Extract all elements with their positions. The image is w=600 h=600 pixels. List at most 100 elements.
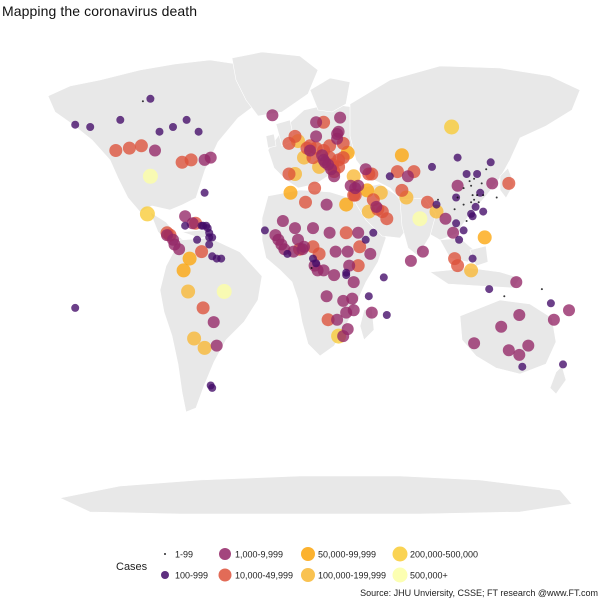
- legend-swatch: [301, 568, 315, 582]
- data-point: [181, 284, 196, 299]
- data-point: [292, 233, 304, 246]
- data-point: [468, 254, 477, 263]
- data-point: [260, 226, 269, 235]
- data-point: [195, 245, 209, 259]
- data-point: [547, 313, 560, 326]
- data-point: [502, 344, 515, 357]
- data-point: [205, 240, 214, 249]
- data-point: [71, 303, 80, 312]
- data-point: [477, 230, 492, 245]
- data-point: [331, 313, 344, 326]
- data-point: [169, 123, 177, 131]
- legend-label: 100-999: [175, 571, 208, 581]
- data-point: [563, 304, 575, 317]
- land-shape: [549, 365, 567, 395]
- data-point: [432, 200, 441, 209]
- data-point: [134, 139, 148, 153]
- data-point: [369, 228, 378, 237]
- data-point: [266, 109, 279, 122]
- data-point: [331, 132, 344, 145]
- data-point: [370, 200, 383, 213]
- data-point: [339, 197, 354, 212]
- data-point: [187, 331, 202, 346]
- data-point: [328, 269, 341, 282]
- legend-swatch: [392, 567, 408, 583]
- data-point: [347, 276, 360, 289]
- data-point: [321, 313, 335, 327]
- legend-swatch: [164, 553, 166, 555]
- data-point: [485, 285, 494, 294]
- data-point: [464, 263, 479, 278]
- data-point: [495, 196, 498, 199]
- data-point: [486, 158, 495, 167]
- data-point: [283, 249, 292, 258]
- data-point: [299, 195, 312, 209]
- data-point: [310, 116, 323, 129]
- data-point: [510, 276, 523, 289]
- data-point: [86, 123, 95, 131]
- data-point: [486, 177, 499, 190]
- data-point: [288, 129, 302, 143]
- legend-label: 1,000-9,999: [235, 550, 283, 560]
- data-point: [155, 127, 164, 136]
- legend: Cases 1-99 100-999 1,000-9,999 10,000-49,999…: [116, 546, 478, 583]
- legend-label: 10,000-49,999: [235, 571, 293, 581]
- data-point: [513, 309, 526, 321]
- data-point: [473, 177, 476, 180]
- legend-label: 50,000-99,999: [318, 550, 376, 560]
- data-point: [197, 340, 212, 355]
- data-point: [451, 179, 464, 192]
- data-point: [364, 247, 377, 260]
- data-point: [453, 153, 462, 162]
- data-point: [179, 210, 192, 223]
- data-point: [193, 235, 202, 244]
- data-point: [421, 195, 434, 209]
- legend-swatch: [219, 548, 231, 560]
- data-point: [353, 240, 367, 254]
- legend-title: Cases: [116, 561, 148, 573]
- data-point: [502, 176, 516, 190]
- data-point: [116, 115, 125, 124]
- data-point: [352, 226, 365, 239]
- data-point: [468, 212, 477, 221]
- data-point: [282, 167, 296, 181]
- points-layer: [71, 94, 575, 392]
- land-shape: [59, 475, 573, 515]
- land-shape: [265, 133, 277, 149]
- data-point: [382, 311, 391, 319]
- data-point: [71, 120, 80, 129]
- data-point: [444, 119, 460, 135]
- data-point: [513, 348, 526, 361]
- data-point: [142, 168, 158, 184]
- data-point: [276, 215, 289, 227]
- legend-swatch: [218, 568, 232, 582]
- data-point: [149, 144, 161, 157]
- data-point: [202, 221, 211, 230]
- data-point: [468, 180, 471, 183]
- data-point: [473, 170, 482, 178]
- data-point: [468, 337, 481, 350]
- data-point: [109, 144, 123, 157]
- data-point: [317, 264, 330, 277]
- chart-title: Mapping the coronavirus death: [2, 3, 198, 19]
- data-point: [196, 301, 210, 315]
- data-point: [462, 170, 471, 178]
- data-point: [473, 198, 476, 201]
- data-point: [310, 267, 313, 269]
- data-point: [361, 235, 370, 244]
- data-point: [429, 204, 444, 219]
- data-point: [518, 362, 527, 371]
- data-point: [452, 193, 461, 202]
- data-point: [182, 251, 197, 266]
- data-point: [210, 339, 223, 352]
- source-credit: Source: JHU Unviersity, CSSE; FT researc…: [360, 588, 598, 598]
- data-point: [312, 259, 321, 268]
- data-point: [217, 254, 226, 263]
- data-point: [522, 339, 535, 352]
- land-layer: [47, 51, 581, 515]
- data-point: [194, 127, 203, 136]
- data-point: [349, 182, 362, 195]
- data-point: [184, 153, 198, 167]
